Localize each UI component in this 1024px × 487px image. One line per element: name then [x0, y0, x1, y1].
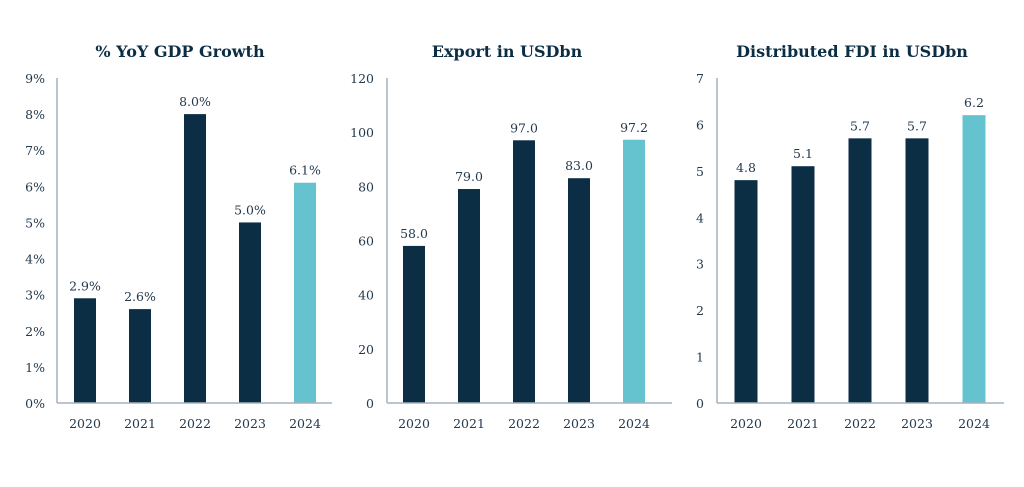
y-tick-label: 6: [696, 117, 704, 132]
bar: [513, 140, 535, 403]
x-tick-label: 2022: [844, 416, 876, 431]
data-label: 6.2: [964, 95, 984, 110]
y-tick-label: 4%: [25, 252, 45, 267]
y-tick-label: 9%: [25, 71, 45, 86]
data-label: 2.6%: [124, 289, 156, 304]
chart-title: % YoY GDP Growth: [95, 42, 265, 61]
y-tick-label: 0: [366, 396, 374, 411]
y-tick-label: 20: [358, 342, 374, 357]
bar: [905, 138, 929, 403]
x-tick-label: 2020: [69, 416, 101, 431]
x-tick-label: 2020: [730, 416, 762, 431]
x-tick-label: 2021: [124, 416, 156, 431]
data-label: 2.9%: [69, 278, 101, 293]
x-tick-label: 2020: [398, 416, 430, 431]
bar: [568, 178, 590, 403]
x-tick-label: 2022: [508, 416, 540, 431]
data-label: 4.8: [736, 160, 756, 175]
y-tick-label: 5: [696, 164, 704, 179]
y-tick-label: 40: [358, 288, 374, 303]
y-tick-label: 4: [696, 210, 704, 225]
data-label: 5.0%: [234, 202, 266, 217]
data-label: 5.1: [793, 146, 813, 161]
data-label: 5.7: [850, 118, 870, 133]
x-tick-label: 2024: [289, 416, 321, 431]
data-label: 5.7: [907, 118, 927, 133]
bar: [184, 114, 206, 403]
y-tick-label: 7: [696, 71, 704, 86]
y-tick-label: 2: [696, 303, 704, 318]
y-tick-label: 3%: [25, 288, 45, 303]
y-tick-label: 120: [350, 71, 374, 86]
y-tick-label: 1%: [25, 360, 45, 375]
y-tick-label: 1: [696, 350, 704, 365]
data-label: 6.1%: [289, 163, 321, 178]
y-tick-label: 6%: [25, 179, 45, 194]
x-tick-label: 2023: [234, 416, 266, 431]
bar: [294, 182, 316, 403]
chart-title: Distributed FDI in USDbn: [736, 42, 968, 61]
bar: [74, 298, 96, 403]
data-label: 97.2: [620, 120, 648, 135]
y-tick-label: 80: [358, 179, 374, 194]
x-tick-label: 2023: [901, 416, 933, 431]
x-tick-label: 2021: [787, 416, 819, 431]
x-tick-label: 2021: [453, 416, 485, 431]
data-label: 83.0: [565, 158, 593, 173]
data-label: 58.0: [400, 226, 428, 241]
y-tick-label: 3: [696, 257, 704, 272]
bar: [848, 138, 872, 403]
bar: [962, 115, 986, 404]
chart-title: Export in USDbn: [432, 42, 583, 61]
bar: [623, 139, 645, 403]
bar: [458, 189, 480, 403]
data-label: 97.0: [510, 120, 538, 135]
y-tick-label: 60: [358, 234, 374, 249]
y-tick-label: 8%: [25, 107, 45, 122]
x-tick-label: 2022: [179, 416, 211, 431]
bar: [129, 309, 151, 403]
y-tick-label: 0: [696, 396, 704, 411]
data-label: 8.0%: [179, 94, 211, 109]
y-tick-label: 100: [350, 125, 374, 140]
x-tick-label: 2023: [563, 416, 595, 431]
x-tick-label: 2024: [958, 416, 990, 431]
y-tick-label: 5%: [25, 215, 45, 230]
bar: [734, 180, 758, 403]
bar: [403, 245, 425, 403]
data-label: 79.0: [455, 169, 483, 184]
y-tick-label: 0%: [25, 396, 45, 411]
y-tick-label: 7%: [25, 143, 45, 158]
bar: [791, 166, 815, 403]
bar: [239, 222, 261, 403]
x-tick-label: 2024: [618, 416, 650, 431]
y-tick-label: 2%: [25, 324, 45, 339]
